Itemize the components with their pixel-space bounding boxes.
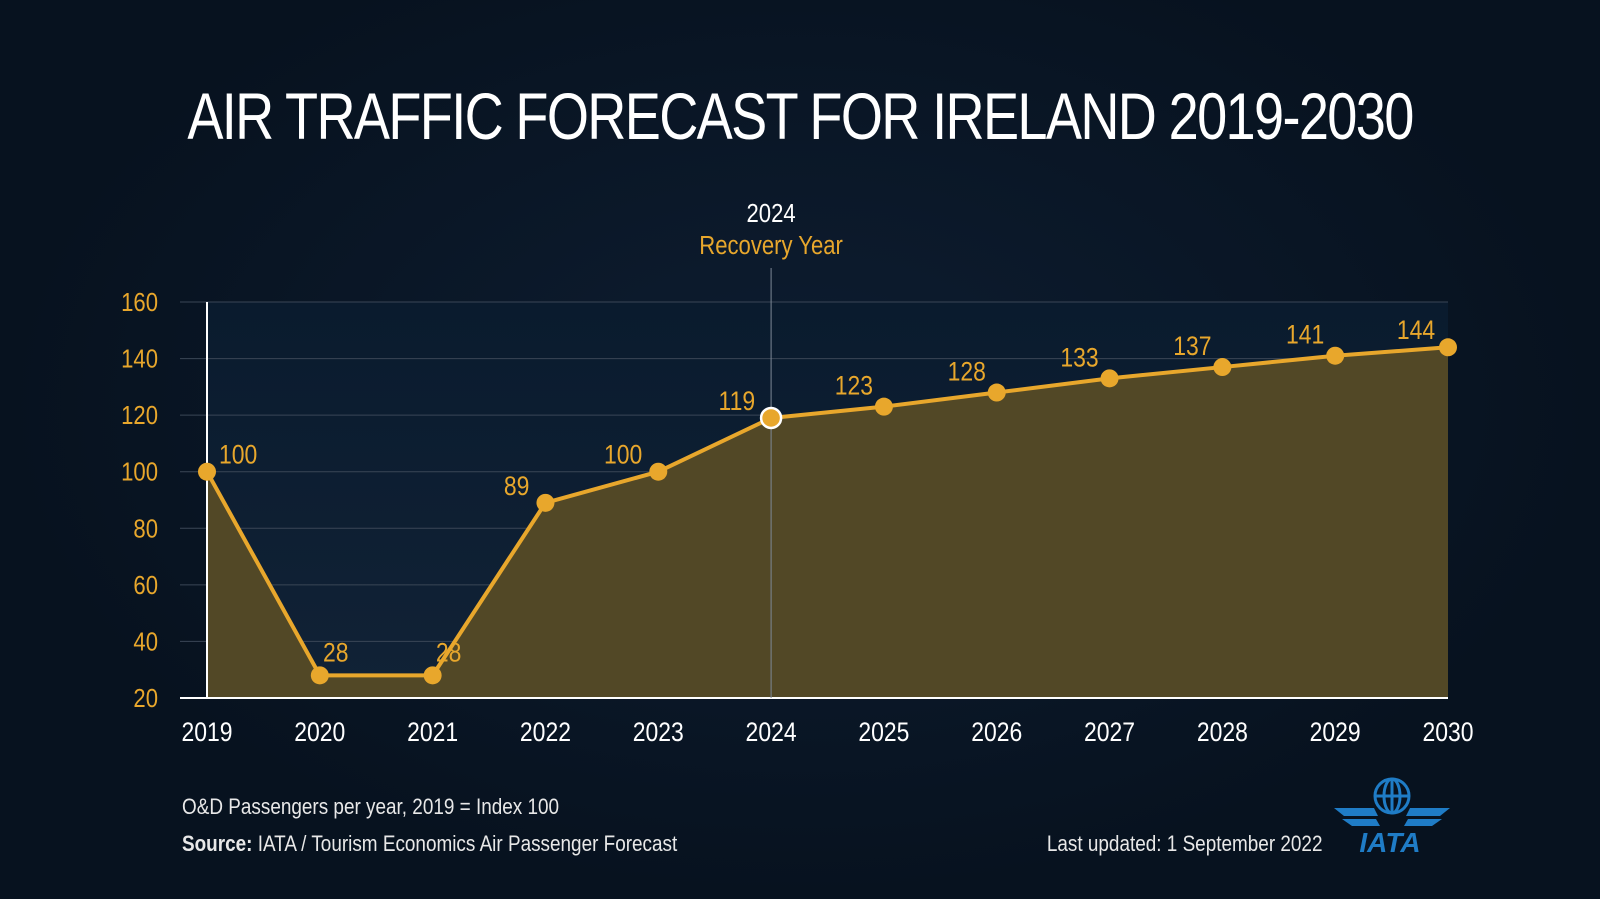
annotation-year: 2024	[747, 199, 796, 228]
data-point	[759, 406, 783, 430]
y-tick-labels: 20 40 60 80 100 120 140 160	[121, 288, 158, 713]
data-point	[1326, 346, 1345, 365]
data-point	[649, 462, 668, 481]
footnote-index: O&D Passengers per year, 2019 = Index 10…	[182, 794, 560, 819]
globe-icon	[1373, 777, 1411, 815]
y-tick-label: 100	[121, 458, 158, 487]
data-label: 137	[1173, 331, 1211, 361]
data-label: 119	[719, 386, 756, 416]
data-point	[536, 493, 555, 512]
area-fill	[207, 347, 1448, 698]
data-label: 144	[1397, 316, 1435, 346]
x-tick-label: 2025	[858, 717, 909, 747]
data-label: 100	[219, 440, 257, 470]
x-tick-label: 2030	[1422, 717, 1473, 747]
data-point	[1100, 369, 1119, 388]
data-point	[874, 397, 893, 416]
y-tick-label: 40	[133, 628, 158, 657]
data-label: 123	[835, 371, 873, 401]
x-tick-labels: 2019 2020 2021 2022 2023 2024 2025 2026 2027 2028…	[181, 717, 1473, 747]
x-tick-label: 2026	[971, 717, 1022, 747]
data-label: 89	[504, 471, 530, 501]
footnote-source: Source: IATA / Tourism Economics Air Pas…	[182, 831, 677, 857]
logo-wordmark: IATA	[1359, 827, 1420, 854]
data-point	[1439, 338, 1457, 357]
source-text: IATA / Tourism Economics Air Passenger F…	[252, 831, 678, 856]
source-label: Source:	[182, 831, 253, 856]
x-tick-label: 2019	[181, 717, 232, 747]
data-point	[1213, 358, 1232, 377]
data-label: 28	[436, 638, 462, 668]
x-tick-label: 2022	[520, 717, 571, 747]
x-tick-label: 2027	[1084, 717, 1135, 747]
wings-icon	[1334, 808, 1450, 826]
iata-logo: IATA	[1334, 777, 1450, 854]
data-point	[310, 666, 329, 685]
series-line	[205, 345, 1449, 678]
data-label: 133	[1060, 343, 1098, 373]
y-tick-label: 120	[121, 402, 158, 431]
y-tick-label: 140	[121, 345, 158, 374]
x-tick-label: 2021	[407, 717, 458, 747]
data-point	[987, 383, 1006, 402]
data-label: 100	[604, 440, 642, 470]
data-label: 128	[948, 357, 986, 387]
x-tick-label: 2020	[294, 717, 345, 747]
x-tick-label: 2024	[746, 717, 797, 747]
chart-title: AIR TRAFFIC FORECAST FOR IRELAND 2019-20…	[187, 79, 1414, 153]
x-tick-label: 2023	[633, 717, 684, 747]
y-tick-label: 20	[133, 684, 158, 713]
data-labels: 100 28 28 89 100 119 123 128 133 137 141 144	[219, 316, 1435, 668]
y-tick-label: 160	[121, 288, 158, 317]
x-tick-label: 2029	[1310, 717, 1361, 747]
x-tick-label: 2028	[1197, 717, 1248, 747]
y-tick-label: 80	[133, 515, 158, 544]
last-updated: Last updated: 1 September 2022	[1046, 831, 1322, 856]
data-points	[198, 338, 1457, 685]
annotation-label: Recovery Year	[699, 231, 843, 260]
data-label: 28	[323, 638, 349, 668]
data-point	[198, 462, 216, 481]
data-label: 141	[1286, 320, 1324, 350]
axes	[180, 302, 1448, 699]
data-point	[423, 666, 442, 685]
y-tick-label: 60	[133, 571, 158, 600]
